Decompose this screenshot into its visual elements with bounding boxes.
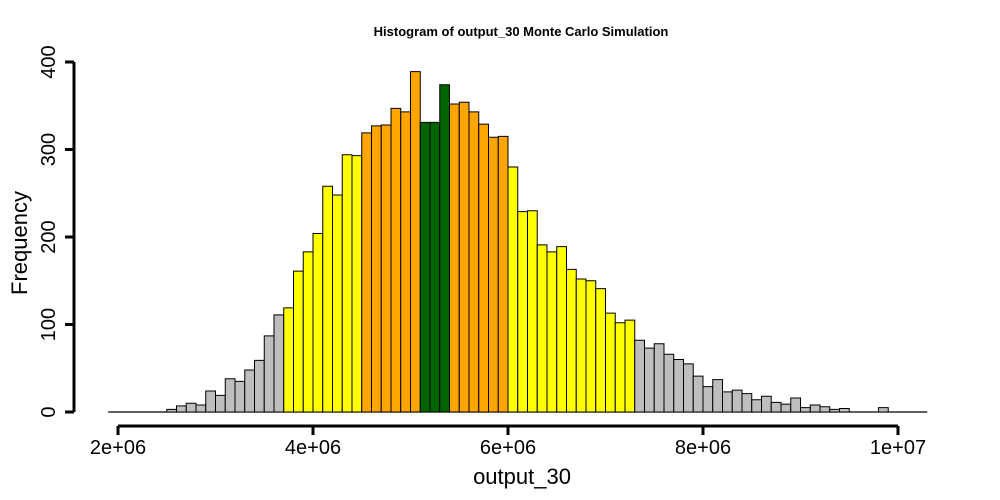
histogram-bar	[575, 278, 587, 413]
histogram-bar	[205, 390, 216, 413]
histogram-bar	[312, 233, 324, 413]
histogram-bar	[546, 251, 558, 413]
histogram-bar	[809, 404, 821, 413]
y-tick-label: 300	[38, 133, 60, 166]
histogram-bar	[712, 379, 723, 413]
histogram-bar	[624, 319, 636, 413]
histogram-bar	[273, 314, 285, 413]
histogram-bar	[195, 404, 207, 413]
x-tick-label: 2e+06	[90, 437, 146, 459]
histogram-bar	[293, 270, 304, 413]
histogram-bar	[663, 353, 675, 413]
histogram-bar	[234, 380, 246, 413]
y-tick-label: 400	[38, 45, 60, 78]
y-tick-label: 200	[38, 220, 60, 253]
histogram-bar	[595, 288, 606, 413]
histogram-bar	[839, 408, 850, 413]
histogram-bar	[761, 395, 772, 413]
histogram-bar	[829, 408, 840, 413]
histogram-bar	[536, 244, 548, 413]
histogram-bar	[185, 402, 197, 413]
histogram-bar	[400, 111, 411, 413]
histogram-bar	[731, 389, 743, 413]
histogram-bar	[634, 339, 645, 413]
histogram-bar	[215, 394, 226, 413]
histogram-bar	[332, 194, 343, 413]
y-tick-label: 100	[38, 308, 60, 341]
histogram-bar	[176, 405, 187, 413]
y-tick-label: 0	[38, 406, 60, 417]
histogram-bar	[244, 369, 255, 413]
histogram-bar	[507, 166, 519, 413]
histogram-bar	[263, 335, 275, 413]
histogram-bar	[166, 408, 177, 413]
histogram-bar	[878, 407, 889, 413]
histogram-bar	[410, 71, 421, 413]
x-axis-label: output_30	[473, 464, 571, 489]
histogram-bar	[605, 312, 616, 413]
histogram-bar	[780, 403, 792, 413]
histogram-bar	[741, 393, 753, 413]
histogram-bar	[419, 121, 431, 413]
histogram-bar	[351, 155, 363, 413]
x-tick-label: 6e+06	[480, 437, 536, 459]
histogram-bar	[390, 107, 402, 413]
histogram-bar	[653, 343, 665, 413]
x-tick-label: 1e+07	[870, 437, 926, 459]
histogram-bar	[361, 132, 372, 413]
y-axis: 0 100 200 300 400	[38, 45, 76, 418]
histogram-bar	[683, 363, 694, 413]
histogram-bar	[468, 111, 480, 413]
x-tick-label: 4e+06	[285, 437, 341, 459]
histogram-bar	[439, 84, 450, 413]
histogram-bar	[371, 125, 382, 413]
histogram-bar	[224, 378, 236, 413]
histogram-bar	[770, 401, 782, 413]
histogram-bar	[819, 406, 831, 413]
histogram-bar	[722, 391, 733, 413]
histogram-bar	[702, 386, 714, 413]
histogram-bar	[692, 375, 704, 413]
histogram-bar	[614, 322, 626, 413]
histogram-bar	[341, 154, 353, 413]
histogram-bar	[527, 210, 538, 413]
histogram-bar	[517, 211, 528, 413]
histogram-bar	[380, 124, 392, 413]
histogram-bar	[566, 268, 577, 413]
histogram-bar	[283, 307, 294, 413]
histogram-bar	[751, 399, 762, 413]
histogram-bar	[322, 185, 333, 413]
x-tick-label: 8e+06	[675, 437, 731, 459]
histogram-bar	[449, 103, 460, 413]
histogram-bar	[488, 136, 499, 413]
y-axis-label: Frequency	[7, 191, 32, 295]
x-axis: 2e+06 4e+06 6e+06 8e+06 1e+07	[90, 424, 926, 459]
histogram-bar	[497, 135, 509, 413]
histogram-bar	[429, 121, 441, 413]
histogram-bar	[302, 251, 314, 413]
histogram-bar	[478, 123, 489, 413]
histogram-bar	[585, 280, 597, 413]
histogram-bar	[790, 397, 801, 413]
histogram-bar	[800, 407, 811, 413]
histogram-bar	[644, 347, 655, 413]
chart-title: Histogram of output_30 Monte Carlo Simul…	[374, 24, 669, 39]
histogram-bar	[673, 359, 684, 413]
bars-group	[108, 71, 928, 413]
histogram-bar	[254, 359, 265, 413]
histogram-bar	[556, 246, 567, 413]
histogram-bar	[458, 101, 470, 413]
